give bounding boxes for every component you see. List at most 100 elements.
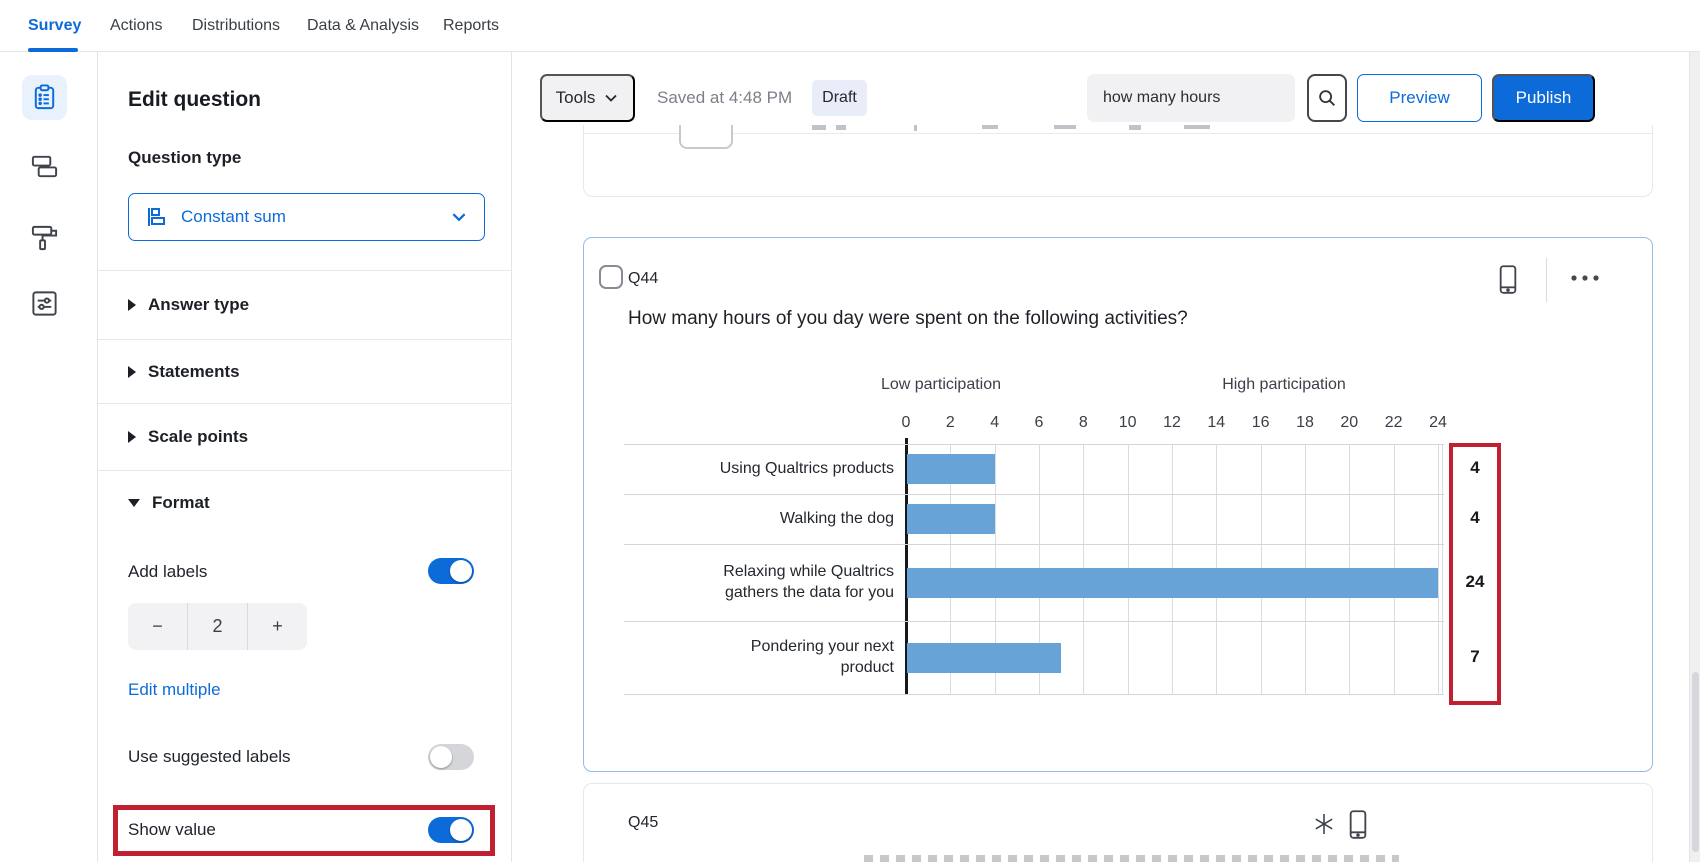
- more-options-icon[interactable]: [1569, 273, 1601, 283]
- x-tick-label: 0: [901, 414, 911, 431]
- show-value-label: Show value: [128, 820, 216, 839]
- x-tick-label: 16: [1251, 414, 1270, 431]
- question-card-partial[interactable]: [583, 125, 1653, 197]
- sidebar-item-look-and-feel[interactable]: [22, 215, 67, 260]
- tools-button[interactable]: Tools: [540, 74, 635, 122]
- sidebar-item-survey-options[interactable]: [22, 281, 67, 326]
- chevron-collapsed-icon: [128, 366, 136, 378]
- plot-right-edge: [1442, 444, 1443, 694]
- section-header-statements[interactable]: Statements: [128, 362, 240, 382]
- labels-count-stepper: − 2 +: [128, 603, 307, 650]
- x-tick-label: 18: [1296, 414, 1314, 431]
- x-tick-label: 12: [1163, 414, 1181, 431]
- nav-tab-reports[interactable]: Reports: [443, 17, 500, 34]
- category-label-text: Pondering your next product: [750, 637, 894, 676]
- question-title: How many hours of you day were spent on …: [628, 308, 1188, 329]
- category-label: Relaxing while Qualtrics gathers the dat…: [620, 544, 894, 621]
- question-card-q45[interactable]: Q45: [583, 783, 1653, 862]
- x-tick-label: 2: [945, 414, 955, 431]
- survey-flow-icon: [31, 155, 58, 178]
- bar-2: [907, 504, 995, 534]
- question-type-dropdown[interactable]: Constant sum: [128, 193, 485, 241]
- section-header-format[interactable]: Format: [128, 493, 210, 513]
- section-label: Answer type: [148, 295, 250, 314]
- divider: [584, 133, 1652, 134]
- section-header-scale-points[interactable]: Scale points: [128, 427, 248, 447]
- question-card-q44[interactable]: Q44 How many hours of you day were spent…: [583, 237, 1653, 772]
- question-id: Q45: [628, 814, 659, 831]
- x-tick-label: 14: [1207, 414, 1226, 431]
- edit-multiple-link[interactable]: Edit multiple: [128, 680, 221, 699]
- nav-tab-actions[interactable]: Actions: [110, 17, 163, 34]
- divider: [98, 470, 512, 471]
- stepper-decrement-button[interactable]: −: [152, 616, 163, 636]
- mobile-preview-icon[interactable]: [1497, 264, 1519, 296]
- search-input[interactable]: [1087, 74, 1295, 122]
- clipped-answer-box: [679, 125, 733, 149]
- settings-sliders-icon: [32, 291, 57, 316]
- question-type-value: Constant sum: [181, 207, 286, 226]
- category-label: Walking the dog: [620, 494, 894, 544]
- toggle-knob: [450, 819, 472, 841]
- star-icon[interactable]: [1312, 812, 1336, 836]
- nav-tab-distributions[interactable]: Distributions: [192, 17, 281, 34]
- x-tick-label: 24: [1429, 414, 1447, 431]
- question-id: Q44: [628, 270, 659, 287]
- category-label-text: Relaxing while Qualtrics gathers the dat…: [723, 562, 894, 601]
- pole-label-low: Low participation: [880, 376, 1002, 393]
- x-tick-label: 10: [1118, 414, 1137, 431]
- mobile-preview-icon[interactable]: [1347, 809, 1369, 841]
- bar-1: [907, 454, 995, 484]
- value-label: 7: [1470, 646, 1480, 666]
- chevron-expanded-icon: [128, 499, 140, 507]
- tools-label: Tools: [555, 88, 596, 107]
- pole-label-high: High participation: [1222, 376, 1346, 393]
- publish-button[interactable]: Publish: [1492, 74, 1595, 122]
- section-header-answer-type[interactable]: Answer type: [128, 295, 249, 315]
- panel-title: Edit question: [128, 88, 261, 111]
- section-label: Statements: [148, 362, 240, 381]
- scrollbar-thumb[interactable]: [1692, 672, 1699, 852]
- top-nav: Survey Actions Distributions Data & Analysi…: [0, 0, 1700, 52]
- nav-tab-survey[interactable]: Survey: [28, 17, 82, 34]
- stepper-increment-button[interactable]: +: [247, 603, 307, 650]
- row-separator: [624, 494, 1444, 495]
- scrollbar-track[interactable]: [1689, 52, 1700, 862]
- divider: [1546, 258, 1547, 302]
- clipped-question-text: [864, 855, 1399, 862]
- bar-4: [907, 642, 1062, 673]
- q44-checkbox[interactable]: [599, 265, 623, 289]
- toggle-knob: [450, 560, 472, 582]
- divider: [98, 339, 512, 340]
- row-separator: [624, 621, 1444, 622]
- search-button[interactable]: [1307, 74, 1347, 122]
- chevron-down-icon: [605, 94, 617, 102]
- nav-tab-data-analysis[interactable]: Data & Analysis: [307, 17, 420, 34]
- x-tick-label: 4: [990, 414, 1000, 431]
- show-value-toggle[interactable]: [428, 817, 474, 843]
- add-labels-label: Add labels: [128, 562, 208, 581]
- add-labels-toggle[interactable]: [428, 558, 474, 584]
- use-suggested-labels-label: Use suggested labels: [128, 747, 291, 766]
- question-type-label: Question type: [128, 148, 242, 167]
- gridline: [1437, 444, 1439, 694]
- bar-3: [907, 567, 1438, 598]
- x-tick-label: 8: [1078, 414, 1088, 431]
- constant-sum-bar-chart: Low participation High participation 0 2 4 6 8…: [584, 238, 1652, 771]
- sidebar-item-survey-flow[interactable]: [22, 144, 67, 189]
- value-label: 4: [1470, 458, 1480, 477]
- section-label: Format: [152, 493, 210, 512]
- zero-axis-line: [905, 438, 908, 694]
- active-tab-underline: [28, 48, 78, 52]
- preview-button[interactable]: Preview: [1357, 74, 1482, 122]
- chevron-down-icon: [452, 213, 466, 222]
- use-suggested-labels-toggle[interactable]: [428, 744, 474, 770]
- constant-sum-icon: [148, 208, 165, 226]
- left-rail: [0, 52, 98, 862]
- chevron-collapsed-icon: [128, 431, 136, 443]
- value-label: 24: [1465, 571, 1485, 591]
- row-separator: [624, 544, 1444, 545]
- stepper-value: 2: [187, 603, 247, 650]
- sidebar-item-survey-builder[interactable]: [22, 75, 67, 120]
